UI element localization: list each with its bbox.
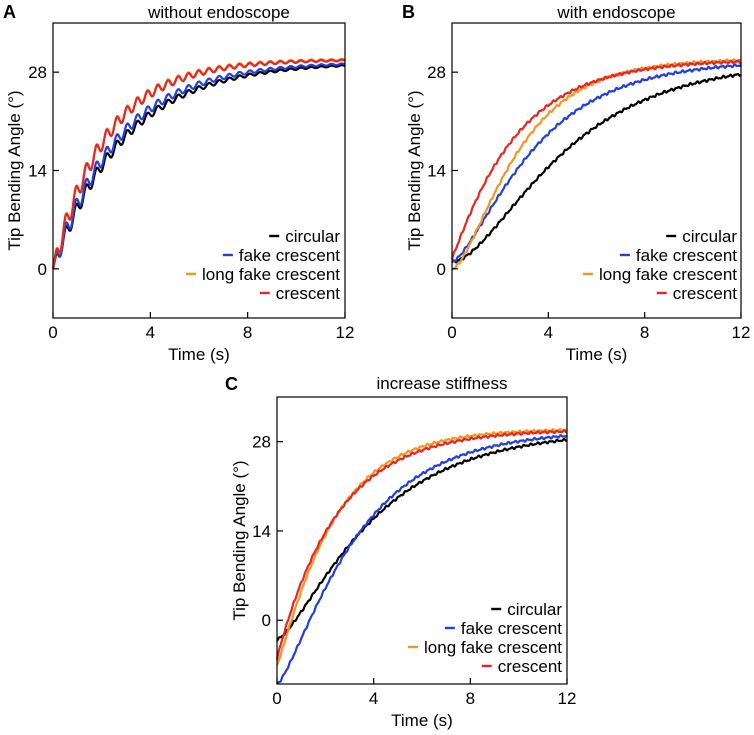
legend-label: long fake crescent [202, 265, 340, 284]
chart-title: with endoscope [556, 3, 675, 22]
y-tick-label: 28 [427, 63, 446, 82]
chart-title: increase stiffness [376, 374, 507, 393]
legend-label: crescent [498, 657, 563, 676]
y-tick-label: 14 [427, 162, 446, 181]
y-tick-label: 0 [38, 260, 47, 279]
legend-label: circular [507, 600, 562, 619]
legend-entry-crescent: crescent [656, 284, 738, 303]
x-tick-label: 0 [48, 323, 57, 342]
legend-entry-circular: circular [491, 600, 562, 619]
series-line-crescent [51, 58, 346, 270]
series-line-fake-crescent [451, 63, 742, 263]
plot-frame [276, 396, 568, 685]
x-tick-label: 4 [544, 323, 553, 342]
legend-entry-long-fake-crescent: long fake crescent [408, 638, 562, 657]
x-tick-label: 12 [732, 323, 751, 342]
panel-letter-c: C [225, 374, 238, 394]
series-line-circular [276, 437, 568, 642]
x-tick-label: 0 [272, 689, 281, 708]
y-tick-label: 28 [28, 63, 47, 82]
series-line-fake-crescent [276, 434, 568, 685]
legend-entry-crescent: crescent [259, 284, 341, 303]
panel-letter-b: B [402, 2, 415, 22]
legend-entry-fake-crescent: fake crescent [444, 619, 562, 638]
y-tick-label: 28 [252, 433, 271, 452]
legend-label: fake crescent [461, 619, 562, 638]
legend-entry-circular: circular [666, 227, 737, 246]
chart-title: without endoscope [147, 3, 290, 22]
legend-label: circular [285, 227, 340, 246]
y-axis-label: Tip Bending Angle (°) [5, 90, 24, 250]
series-line-fake-crescent [51, 62, 346, 270]
x-tick-label: 12 [558, 689, 577, 708]
y-tick-label: 14 [252, 522, 271, 541]
legend-label: fake crescent [636, 246, 737, 265]
x-tick-label: 8 [466, 689, 475, 708]
x-axis-label: Time (s) [168, 345, 230, 364]
legend-label: crescent [276, 284, 341, 303]
x-tick-label: 8 [243, 323, 252, 342]
x-tick-label: 12 [336, 323, 355, 342]
panel-letter-a: A [3, 2, 16, 22]
series-line-crescent [275, 429, 568, 660]
y-tick-label: 0 [437, 260, 446, 279]
y-axis-label: Tip Bending Angle (°) [405, 90, 424, 250]
x-tick-label: 4 [369, 689, 378, 708]
series-line-crescent [450, 59, 742, 260]
x-tick-label: 8 [640, 323, 649, 342]
legend-label: crescent [673, 284, 738, 303]
x-axis-label: Time (s) [566, 345, 628, 364]
legend-entry-long-fake-crescent: long fake crescent [186, 265, 340, 284]
x-tick-label: 0 [447, 323, 456, 342]
series-line-circular [451, 72, 742, 264]
y-axis-label: Tip Bending Angle (°) [230, 460, 249, 620]
legend-entry-circular: circular [269, 227, 340, 246]
legend-entry-long-fake-crescent: long fake crescent [583, 265, 737, 284]
series-line-circular [51, 64, 346, 270]
x-axis-label: Time (s) [391, 711, 453, 730]
y-tick-label: 0 [262, 611, 271, 630]
legend-entry-crescent: crescent [481, 657, 563, 676]
legend-entry-fake-crescent: fake crescent [222, 246, 340, 265]
series-line-long-fake-crescent [276, 428, 568, 666]
y-tick-label: 14 [28, 162, 47, 181]
legend-label: long fake crescent [424, 638, 562, 657]
legend-label: fake crescent [239, 246, 340, 265]
x-tick-label: 4 [146, 323, 155, 342]
legend-label: long fake crescent [599, 265, 737, 284]
legend-entry-fake-crescent: fake crescent [619, 246, 737, 265]
legend-label: circular [682, 227, 737, 246]
